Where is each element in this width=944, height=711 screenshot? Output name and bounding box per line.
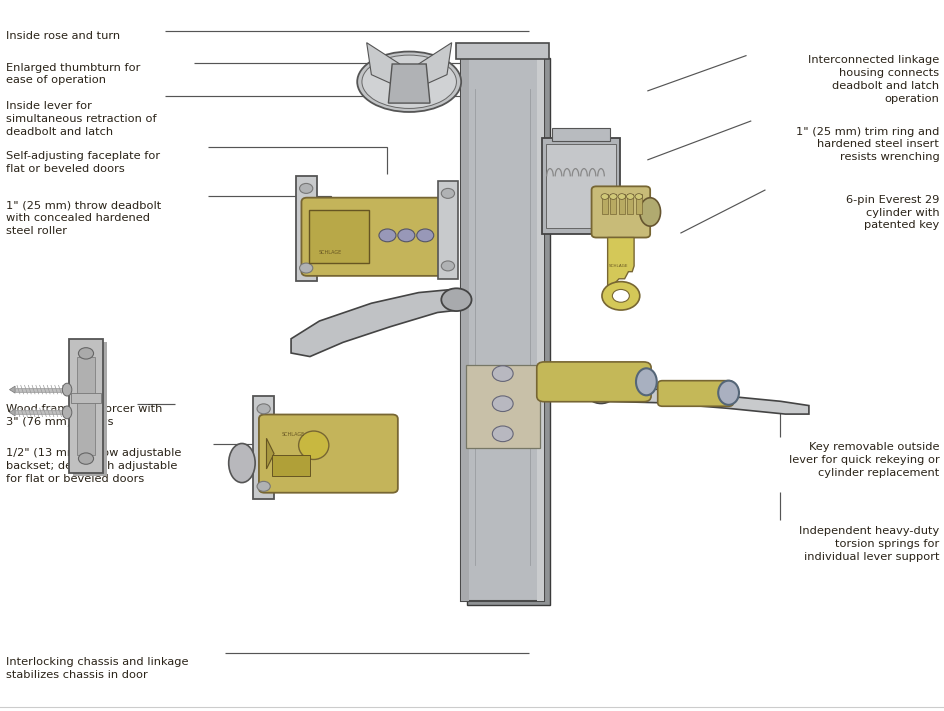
Bar [309, 210, 369, 263]
FancyBboxPatch shape [536, 362, 650, 402]
Circle shape [78, 453, 93, 464]
Text: 1/2" (13 mm) throw adjustable
backset; deadlatch adjustable
for flat or beveled : 1/2" (13 mm) throw adjustable backset; d… [6, 448, 181, 483]
Circle shape [601, 282, 639, 310]
Circle shape [617, 193, 625, 199]
Circle shape [397, 229, 414, 242]
Circle shape [612, 289, 629, 302]
Text: SCHLAGE: SCHLAGE [318, 250, 342, 255]
Polygon shape [607, 237, 633, 286]
Circle shape [257, 481, 270, 491]
Polygon shape [9, 409, 15, 416]
Circle shape [441, 261, 454, 271]
Polygon shape [600, 384, 808, 414]
Bar [272, 455, 310, 476]
Text: 1" (25 mm) trim ring and
hardened steel insert
resists wrenching: 1" (25 mm) trim ring and hardened steel … [795, 127, 938, 162]
Bar [618, 194, 624, 214]
Bar [466, 58, 549, 605]
Circle shape [379, 229, 396, 242]
Text: Key removable outside
lever for quick rekeying or
cylinder replacement: Key removable outside lever for quick re… [787, 442, 938, 478]
Bar [546, 144, 615, 228]
Polygon shape [291, 289, 456, 357]
Ellipse shape [362, 55, 456, 108]
Text: SCHLAGE: SCHLAGE [609, 264, 628, 268]
Circle shape [299, 263, 312, 273]
Bar [295, 176, 316, 281]
Polygon shape [388, 64, 430, 103]
Bar [601, 194, 607, 214]
Ellipse shape [357, 52, 461, 112]
Bar [465, 365, 539, 447]
Ellipse shape [492, 365, 513, 381]
Bar [312, 205, 448, 275]
FancyBboxPatch shape [301, 198, 449, 276]
Bar [627, 194, 632, 214]
Text: Enlarged thumbturn for
ease of operation: Enlarged thumbturn for ease of operation [6, 63, 140, 85]
Text: Inside lever for
simultaneous retraction of
deadbolt and latch: Inside lever for simultaneous retraction… [6, 101, 156, 137]
Ellipse shape [600, 194, 629, 220]
Bar [76, 357, 95, 455]
Circle shape [257, 404, 270, 414]
Ellipse shape [298, 431, 329, 459]
Text: Inside rose and turn: Inside rose and turn [6, 31, 120, 41]
Text: SCHLAGE: SCHLAGE [281, 432, 305, 437]
Bar [635, 194, 641, 214]
Bar [69, 339, 103, 473]
Ellipse shape [228, 444, 255, 483]
Ellipse shape [492, 396, 513, 412]
Text: 1" (25 mm) throw deadbolt
with concealed hardened
steel roller: 1" (25 mm) throw deadbolt with concealed… [6, 201, 160, 236]
Circle shape [299, 183, 312, 193]
Circle shape [416, 229, 433, 242]
Bar [551, 128, 610, 141]
Ellipse shape [586, 382, 615, 403]
Text: 6-pin Everest 29
cylinder with
patented key: 6-pin Everest 29 cylinder with patented … [845, 195, 938, 230]
Bar [456, 43, 548, 59]
Ellipse shape [492, 426, 513, 442]
FancyBboxPatch shape [259, 415, 397, 493]
Text: Interlocking chassis and linkage
stabilizes chassis in door: Interlocking chassis and linkage stabili… [6, 657, 188, 680]
FancyBboxPatch shape [591, 186, 649, 237]
Ellipse shape [62, 406, 72, 419]
Ellipse shape [635, 368, 656, 395]
Circle shape [626, 193, 633, 199]
Ellipse shape [595, 190, 634, 224]
Polygon shape [418, 43, 451, 85]
Circle shape [78, 348, 93, 359]
Bar [542, 138, 619, 234]
Polygon shape [266, 438, 274, 469]
Bar [610, 194, 615, 214]
FancyBboxPatch shape [657, 380, 733, 406]
Bar [71, 392, 101, 403]
Ellipse shape [441, 289, 471, 311]
Ellipse shape [639, 198, 660, 226]
Ellipse shape [717, 380, 738, 405]
Bar [461, 53, 468, 601]
Polygon shape [366, 43, 399, 85]
Bar [536, 53, 544, 601]
Text: Interconnected linkage
housing connects
deadbolt and latch
operation: Interconnected linkage housing connects … [807, 55, 938, 104]
Bar [461, 53, 544, 601]
Circle shape [609, 193, 616, 199]
Bar [437, 181, 458, 279]
Bar [253, 396, 274, 499]
Ellipse shape [62, 383, 72, 396]
Polygon shape [9, 386, 15, 393]
Text: Self-adjusting faceplate for
flat or beveled doors: Self-adjusting faceplate for flat or bev… [6, 151, 160, 173]
Text: Independent heavy-duty
torsion springs for
individual lever support: Independent heavy-duty torsion springs f… [799, 526, 938, 562]
Text: Wood frame reinforcer with
3" (76 mm) screws: Wood frame reinforcer with 3" (76 mm) sc… [6, 404, 161, 427]
Circle shape [441, 188, 454, 198]
Bar [73, 342, 107, 476]
Circle shape [634, 193, 642, 199]
Circle shape [600, 193, 608, 199]
Bar [268, 422, 396, 491]
